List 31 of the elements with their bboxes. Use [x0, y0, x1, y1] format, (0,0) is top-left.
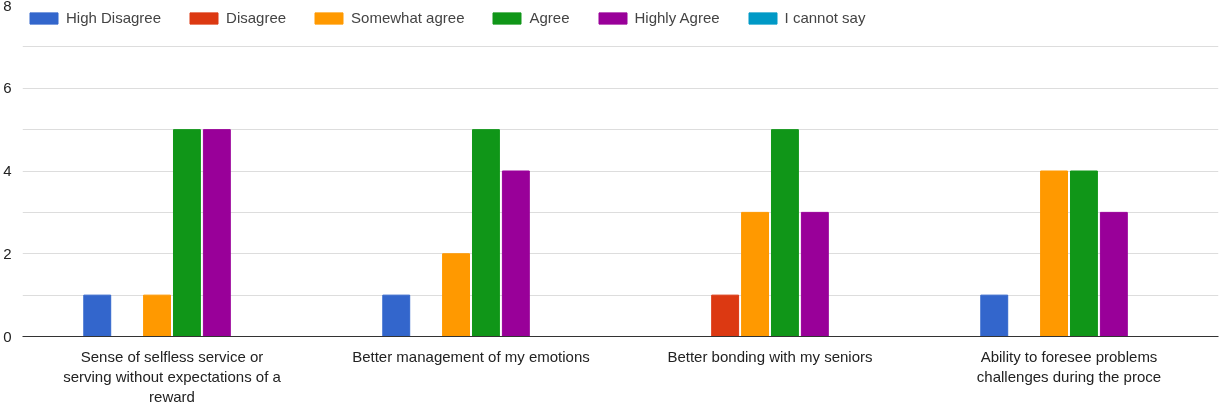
- legend-label: Agree: [529, 9, 570, 26]
- bar: [711, 294, 740, 337]
- bar: [1099, 211, 1128, 337]
- bar: [1069, 170, 1098, 337]
- bar: [83, 294, 112, 337]
- bar: [770, 129, 799, 337]
- bar: [980, 294, 1009, 337]
- legend-label: Disagree: [226, 9, 287, 26]
- legend-label: High Disagree: [66, 9, 162, 26]
- bar: [202, 129, 231, 337]
- y-tick-label: 8: [3, 0, 12, 14]
- y-tick-label: 4: [3, 162, 12, 179]
- x-tick-label: Better bonding with my seniors: [667, 347, 873, 365]
- bar: [501, 170, 530, 337]
- bar: [800, 211, 829, 337]
- bar: [143, 294, 172, 337]
- x-tick-label: Sense of selfless service or serving without expectations of a reward: [63, 347, 282, 406]
- x-tick-label: Ability to foresee problems challenges during the proce: [976, 347, 1162, 385]
- bar: [1040, 170, 1069, 337]
- x-tick-label: Better management of my emotions: [352, 347, 590, 365]
- bar: [172, 129, 201, 337]
- legend-label: I cannot say: [784, 9, 866, 26]
- bar: [442, 253, 470, 337]
- bar: [472, 129, 500, 337]
- bar: [382, 294, 411, 337]
- legend-label: Somewhat agree: [351, 9, 465, 26]
- legend-label: Highly Agree: [634, 9, 720, 26]
- y-tick-label: 2: [3, 244, 12, 262]
- y-tick-label: 0: [3, 327, 12, 345]
- y-tick-label: 6: [3, 79, 12, 97]
- bar: [741, 211, 770, 337]
